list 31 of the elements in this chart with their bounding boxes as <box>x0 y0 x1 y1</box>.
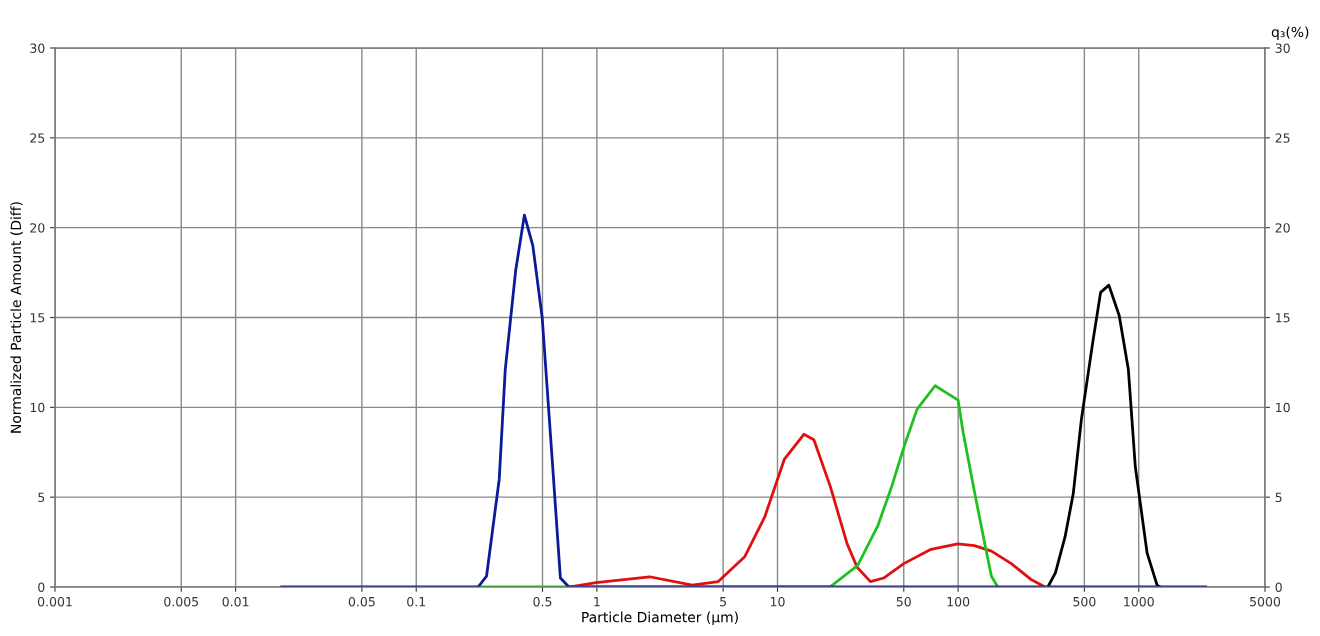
x-tick-label: 0.01 <box>222 596 249 607</box>
x-tick-label: 1 <box>594 597 600 607</box>
x-tick-label: 0.1 <box>407 596 426 607</box>
x-tick-label: 1000 <box>1124 596 1154 607</box>
y2-axis-title: q₃(%) <box>1271 26 1309 40</box>
x-tick-label: 0.001 <box>37 596 72 607</box>
x-tick-label: 0.5 <box>533 596 552 607</box>
y-axis-title: Normalized Particle Amount (Diff) <box>10 202 23 433</box>
y2-tick-label: 25 <box>1275 133 1290 143</box>
y-tick-label: 0 <box>38 582 45 592</box>
x-tick-label: 0.05 <box>348 596 375 607</box>
x-tick-label: 10 <box>770 596 785 607</box>
x-tick-label: 5000 <box>1250 596 1281 607</box>
y2-tick-label: 15 <box>1276 313 1290 323</box>
x-tick-label: 100 <box>947 596 970 607</box>
y2-tick-label: 20 <box>1275 223 1290 233</box>
y-tick-label: 10 <box>30 402 45 413</box>
x-tick-label: 50 <box>896 596 911 607</box>
y2-tick-label: 30 <box>1275 43 1290 53</box>
y2-tick-label: 5 <box>1275 492 1282 503</box>
y-tick-label: 20 <box>30 223 45 233</box>
y2-tick-label: 0 <box>1275 582 1282 592</box>
x-tick-label: 500 <box>1073 596 1096 607</box>
x-tick-label: 5 <box>720 597 727 607</box>
y-tick-label: 5 <box>38 492 45 503</box>
y-tick-label: 30 <box>30 43 45 53</box>
x-axis-title: Particle Diameter (µm) <box>582 611 738 626</box>
x-tick-label: 0.005 <box>164 596 199 607</box>
y2-tick-label: 10 <box>1276 402 1290 413</box>
y-tick-label: 15 <box>30 313 45 323</box>
y-tick-label: 25 <box>30 133 45 143</box>
